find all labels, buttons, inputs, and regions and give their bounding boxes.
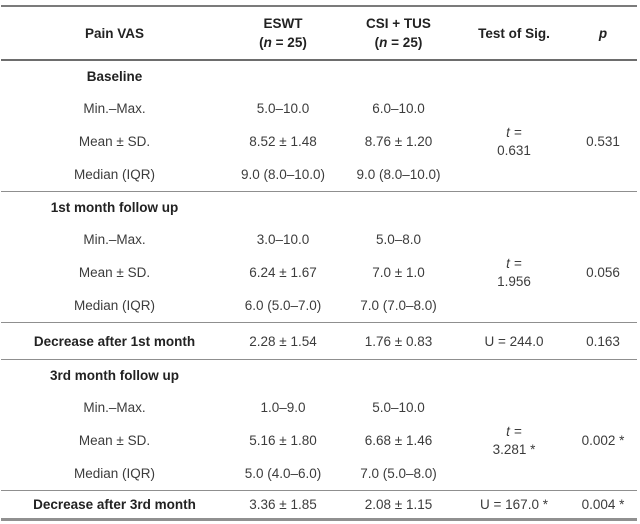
col-header-eswt: ESWT (n = 25) <box>228 5 338 61</box>
test-statistic-line: t = <box>506 124 522 140</box>
test-of-sig-cell: t = 3.281 * <box>459 391 569 491</box>
test-statistic-value: 3.281 * <box>492 441 536 457</box>
csi-value-cell: 7.0 (7.0–8.0) <box>360 298 437 313</box>
row-label-cell: Mean ± SD. <box>78 134 151 149</box>
eswt-group-name: ESWT <box>263 16 303 31</box>
col-header-test-of-sig: Test of Sig. <box>459 5 569 61</box>
test-of-sig-cell: U = 167.0 * <box>480 497 548 512</box>
empty-cell <box>338 192 459 224</box>
eswt-value-cell: 1.0–9.0 <box>260 400 306 415</box>
eswt-value-cell: 2.28 ± 1.54 <box>249 333 317 349</box>
csi-value-cell: 2.08 ± 1.15 <box>364 497 433 512</box>
row-label-cell: Mean ± SD. <box>78 265 151 280</box>
p-value-cell: 0.002 * <box>581 433 625 448</box>
eswt-value-cell: 3.36 ± 1.85 <box>249 497 317 512</box>
section-3rd-month: 3rd month follow up Min.–Max. 1.0–9.0 5.… <box>1 360 637 491</box>
row-label-cell: Mean ± SD. <box>78 433 151 448</box>
summary-row: Decrease after 1st month 2.28 ± 1.54 1.7… <box>1 323 637 360</box>
p-value-cell: 0.531 <box>586 134 620 149</box>
eswt-value-cell: 6.0 (5.0–7.0) <box>244 298 322 313</box>
row-label-cell: Min.–Max. <box>83 101 146 116</box>
section-1st-month: 1st month follow up Min.–Max. 3.0–10.0 5… <box>1 192 637 323</box>
eswt-value-cell: 5.0–10.0 <box>256 101 310 116</box>
csi-value-cell: 6.0–10.0 <box>372 101 425 116</box>
test-statistic-value: 1.956 <box>497 273 531 289</box>
empty-cell <box>569 360 637 392</box>
empty-cell <box>459 192 569 224</box>
eswt-value-cell: 3.0–10.0 <box>256 232 310 247</box>
eswt-value-cell: 9.0 (8.0–10.0) <box>240 167 326 182</box>
csi-value-cell: 7.0 (5.0–8.0) <box>360 466 437 481</box>
empty-cell <box>228 60 338 92</box>
row-label-cell: Min.–Max. <box>83 400 146 415</box>
row-label-cell: Median (IQR) <box>73 298 156 313</box>
col-header-pain-vas: Pain VAS <box>1 5 228 61</box>
section-title-row: 1st month follow up <box>1 192 637 224</box>
csi-value-cell: 1.76 ± 0.83 <box>364 333 433 349</box>
col-header-csi-tus: CSI + TUS (n = 25) <box>338 5 459 61</box>
row-label-cell: Decrease after 1st month <box>33 333 196 349</box>
table-row: Median (IQR) 9.0 (8.0–10.0) 9.0 (8.0–10.… <box>1 158 637 192</box>
empty-cell <box>569 192 637 224</box>
row-label-cell: Median (IQR) <box>73 167 156 182</box>
csi-value-cell: 7.0 ± 1.0 <box>372 265 425 280</box>
section-baseline: Baseline Min.–Max. 5.0–10.0 6.0–10.0 t = … <box>1 60 637 192</box>
section-title: 3rd month follow up <box>50 368 179 383</box>
test-statistic-value: 0.631 <box>497 142 531 158</box>
p-value-cell: 0.004 * <box>581 497 625 512</box>
table-row: Median (IQR) 6.0 (5.0–7.0) 7.0 (7.0–8.0) <box>1 289 637 323</box>
pain-vas-results-table: Pain VAS ESWT (n = 25) CSI + TUS (n = 25… <box>1 5 637 521</box>
table-row: Median (IQR) 5.0 (4.0–6.0) 7.0 (5.0–8.0) <box>1 457 637 491</box>
csi-group-name: CSI + TUS <box>366 16 431 31</box>
test-statistic-line: t = <box>506 423 522 439</box>
header-row: Pain VAS ESWT (n = 25) CSI + TUS (n = 25… <box>1 5 637 61</box>
col-header-p: p <box>569 5 637 61</box>
table-row: Mean ± SD. 8.52 ± 1.48 8.76 ± 1.20 <box>1 125 637 158</box>
eswt-value-cell: 8.52 ± 1.48 <box>249 134 317 149</box>
csi-value-cell: 8.76 ± 1.20 <box>364 134 433 149</box>
section-title-row: 3rd month follow up <box>1 360 637 392</box>
empty-cell <box>338 60 459 92</box>
table-row: Min.–Max. 5.0–10.0 6.0–10.0 t = 0.631 0.5… <box>1 92 637 158</box>
empty-cell <box>338 360 459 392</box>
csi-sample-size: (n = 25) <box>374 35 423 50</box>
empty-cell <box>228 360 338 392</box>
eswt-value-cell: 5.16 ± 1.80 <box>249 433 317 448</box>
table-row: Min.–Max. 3.0–10.0 5.0–8.0 t = 1.956 0.05… <box>1 223 637 289</box>
eswt-value-cell: 6.24 ± 1.67 <box>249 265 317 280</box>
test-of-sig-cell: U = 244.0 <box>484 333 544 349</box>
row-label-cell: Decrease after 3rd month <box>33 497 196 512</box>
table-row: Mean ± SD. 6.24 ± 1.67 7.0 ± 1.0 <box>1 256 637 289</box>
csi-value-cell: 5.0–8.0 <box>375 232 422 247</box>
row-label-cell: Min.–Max. <box>83 232 146 247</box>
test-of-sig-cell: t = 0.631 <box>459 92 569 192</box>
empty-cell <box>459 60 569 92</box>
section-title: 1st month follow up <box>50 200 179 215</box>
section-title-row: Baseline <box>1 60 637 92</box>
summary-decrease-3rd-month: Decrease after 3rd month 3.36 ± 1.85 2.0… <box>1 491 637 520</box>
eswt-sample-size: (n = 25) <box>259 35 307 50</box>
p-value-cell: 0.163 <box>586 333 620 349</box>
table-header: Pain VAS ESWT (n = 25) CSI + TUS (n = 25… <box>1 5 637 61</box>
empty-cell <box>569 60 637 92</box>
row-label-cell: Median (IQR) <box>73 466 156 481</box>
csi-value-cell: 9.0 (8.0–10.0) <box>356 167 441 182</box>
summary-decrease-1st-month: Decrease after 1st month 2.28 ± 1.54 1.7… <box>1 323 637 360</box>
p-value-cell: 0.056 <box>586 265 620 280</box>
summary-row: Decrease after 3rd month 3.36 ± 1.85 2.0… <box>1 491 637 520</box>
test-statistic-line: t = <box>506 255 522 271</box>
csi-value-cell: 6.68 ± 1.46 <box>364 433 433 448</box>
empty-cell <box>228 192 338 224</box>
empty-cell <box>459 360 569 392</box>
test-of-sig-cell: t = 1.956 <box>459 223 569 323</box>
table-row: Mean ± SD. 5.16 ± 1.80 6.68 ± 1.46 <box>1 424 637 457</box>
eswt-value-cell: 5.0 (4.0–6.0) <box>244 466 322 481</box>
section-title: Baseline <box>86 69 143 84</box>
table-row: Min.–Max. 1.0–9.0 5.0–10.0 t = 3.281 * 0.… <box>1 391 637 457</box>
csi-value-cell: 5.0–10.0 <box>372 400 425 415</box>
